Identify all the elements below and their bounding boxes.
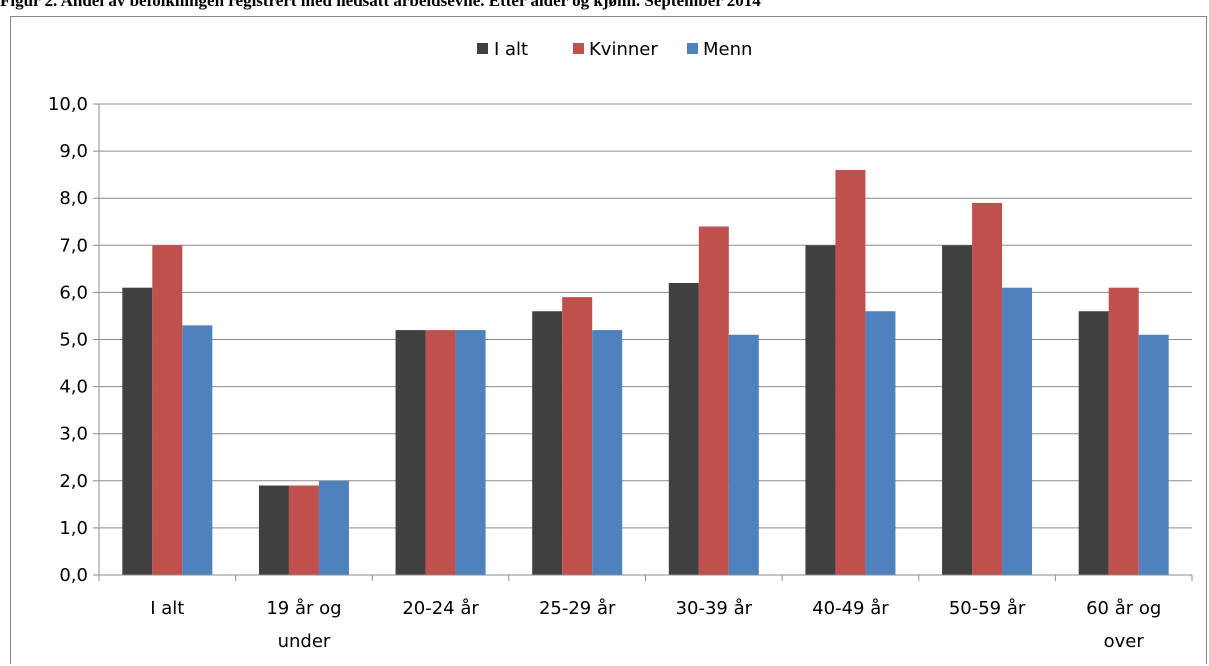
bar — [258, 485, 289, 575]
bar — [152, 245, 183, 576]
x-tick-label: over — [1104, 631, 1145, 652]
x-tick-label: 40-49 år — [812, 598, 889, 619]
x-tick-label: I alt — [150, 598, 184, 619]
y-tick-label: 9,0 — [59, 141, 88, 162]
bar — [1078, 311, 1109, 575]
bar — [532, 311, 563, 575]
legend-label: I alt — [494, 39, 528, 60]
chart-frame — [10, 16, 1207, 664]
bar — [972, 202, 1003, 575]
bar — [288, 485, 319, 575]
y-tick-label: 5,0 — [59, 330, 88, 351]
legend-label: Menn — [703, 39, 752, 60]
bar — [668, 282, 699, 575]
y-tick-label: 7,0 — [59, 235, 88, 256]
y-tick-label: 10,0 — [48, 94, 88, 115]
bar — [835, 169, 866, 575]
y-tick-label: 2,0 — [59, 471, 88, 492]
x-tick-label: 25-29 år — [539, 598, 616, 619]
x-tick-label: 60 år og — [1086, 598, 1161, 619]
legend-swatch — [687, 43, 698, 54]
x-tick-label: under — [278, 631, 331, 652]
bar — [942, 245, 973, 576]
bar — [182, 325, 213, 575]
bar — [562, 297, 593, 575]
bar — [728, 334, 759, 575]
bar — [395, 330, 426, 575]
legend-label: Kvinner — [589, 39, 658, 60]
y-tick-label: 6,0 — [59, 282, 88, 303]
bar — [425, 330, 456, 575]
bar — [122, 287, 153, 575]
bar — [805, 245, 836, 576]
bar — [865, 311, 896, 575]
x-tick-label: 19 år og — [266, 598, 341, 619]
y-tick-label: 3,0 — [59, 424, 88, 445]
legend-swatch — [477, 43, 488, 54]
y-tick-label: 1,0 — [59, 518, 88, 539]
bar — [592, 330, 623, 575]
bar — [1002, 287, 1033, 575]
y-tick-label: 8,0 — [59, 188, 88, 209]
legend-swatch — [573, 43, 584, 54]
bar — [455, 330, 486, 575]
bar — [318, 480, 349, 575]
y-tick-label: 4,0 — [59, 377, 88, 398]
x-tick-label: 50-59 år — [949, 598, 1026, 619]
x-tick-label: 30-39 år — [676, 598, 753, 619]
bar — [1138, 334, 1169, 575]
y-tick-label: 0,0 — [59, 565, 88, 586]
bar — [1108, 287, 1139, 575]
bar — [698, 226, 729, 575]
chart-title: Figur 2. Andel av befolkningen registrer… — [0, 0, 761, 10]
x-tick-label: 20-24 år — [402, 598, 479, 619]
